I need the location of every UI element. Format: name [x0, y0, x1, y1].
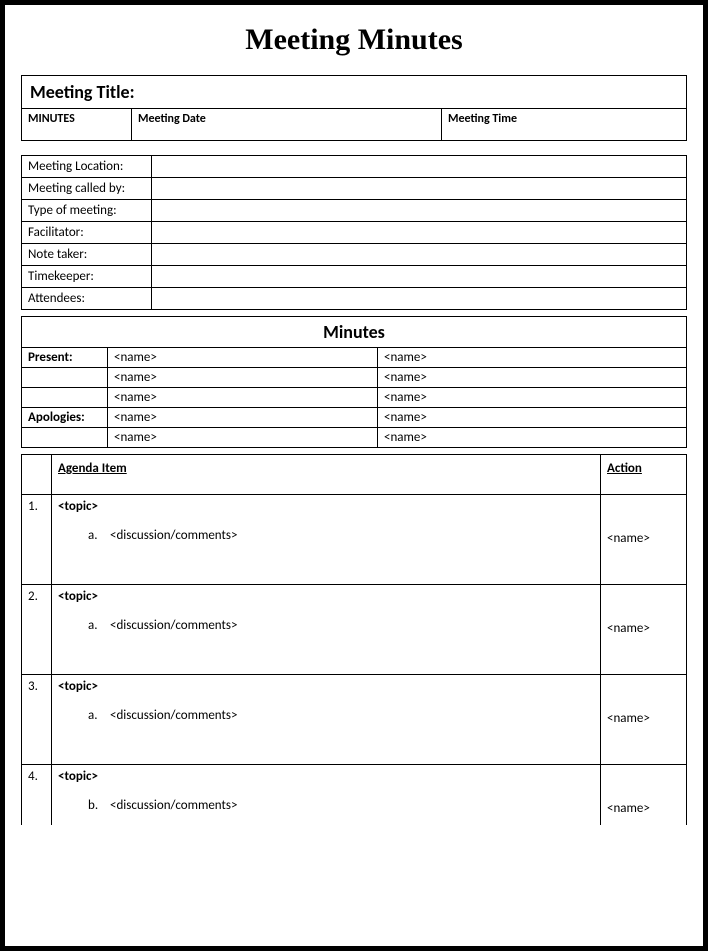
meeting-title-label: Meeting Title: [22, 76, 687, 109]
header-time: Meeting Time [442, 109, 687, 141]
info-attendees-value[interactable] [152, 288, 687, 310]
info-facilitator-label: Facilitator: [22, 222, 152, 244]
info-notetaker-value[interactable] [152, 244, 687, 266]
present-cell[interactable]: <name> [108, 388, 378, 408]
agenda-num-header [22, 455, 52, 495]
topic-placeholder: <topic> [58, 769, 594, 784]
info-table: Meeting Location: Meeting called by: Typ… [21, 155, 687, 310]
minutes-header: Minutes [22, 317, 687, 348]
info-notetaker-label: Note taker: [22, 244, 152, 266]
info-type-label: Type of meeting: [22, 200, 152, 222]
agenda-topic-cell[interactable]: <topic> a.<discussion/comments> [52, 585, 601, 675]
agenda-action-cell[interactable]: <name> [601, 585, 687, 675]
info-timekeeper-value[interactable] [152, 266, 687, 288]
agenda-num: 4. [22, 765, 52, 825]
info-attendees-label: Attendees: [22, 288, 152, 310]
topic-placeholder: <topic> [58, 679, 594, 694]
present-cell[interactable]: <name> [108, 348, 378, 368]
present-label: Present: [22, 348, 108, 368]
agenda-action-cell[interactable]: <name> [601, 495, 687, 585]
agenda-action-cell[interactable]: <name> [601, 765, 687, 825]
apologies-cell[interactable]: <name> [108, 408, 378, 428]
agenda-action-header: Action [601, 455, 687, 495]
present-cell[interactable]: <name> [108, 368, 378, 388]
present-cell[interactable]: <name> [378, 348, 687, 368]
apologies-cell[interactable]: <name> [378, 408, 687, 428]
info-type-value[interactable] [152, 200, 687, 222]
apologies-cell[interactable]: <name> [108, 428, 378, 448]
discussion-line: a.<discussion/comments> [58, 708, 594, 723]
apologies-label: Apologies: [22, 408, 108, 428]
apologies-label-empty [22, 428, 108, 448]
agenda-action-cell[interactable]: <name> [601, 675, 687, 765]
document-title: Meeting Minutes [21, 23, 687, 57]
info-location-value[interactable] [152, 156, 687, 178]
discussion-line: b.<discussion/comments> [58, 798, 594, 813]
agenda-num: 3. [22, 675, 52, 765]
agenda-num: 2. [22, 585, 52, 675]
agenda-table: Agenda Item Action 1. <topic> a.<discuss… [21, 454, 687, 825]
agenda-topic-cell[interactable]: <topic> a.<discussion/comments> [52, 675, 601, 765]
agenda-num: 1. [22, 495, 52, 585]
present-cell[interactable]: <name> [378, 368, 687, 388]
minutes-table: Minutes Present: <name> <name> <name> <n… [21, 316, 687, 448]
topic-placeholder: <topic> [58, 499, 594, 514]
info-location-label: Meeting Location: [22, 156, 152, 178]
info-timekeeper-label: Timekeeper: [22, 266, 152, 288]
meeting-title-table: Meeting Title: MINUTES Meeting Date Meet… [21, 75, 687, 141]
info-facilitator-value[interactable] [152, 222, 687, 244]
topic-placeholder: <topic> [58, 589, 594, 604]
agenda-topic-cell[interactable]: <topic> b.<discussion/comments> [52, 765, 601, 825]
page-container: Meeting Minutes Meeting Title: MINUTES M… [0, 0, 708, 951]
present-label-empty [22, 388, 108, 408]
header-date: Meeting Date [132, 109, 442, 141]
present-cell[interactable]: <name> [378, 388, 687, 408]
info-calledby-value[interactable] [152, 178, 687, 200]
info-calledby-label: Meeting called by: [22, 178, 152, 200]
present-label-empty [22, 368, 108, 388]
discussion-line: a.<discussion/comments> [58, 618, 594, 633]
agenda-topic-cell[interactable]: <topic> a.<discussion/comments> [52, 495, 601, 585]
header-minutes: MINUTES [22, 109, 132, 141]
agenda-item-header: Agenda Item [52, 455, 601, 495]
apologies-cell[interactable]: <name> [378, 428, 687, 448]
discussion-line: a.<discussion/comments> [58, 528, 594, 543]
